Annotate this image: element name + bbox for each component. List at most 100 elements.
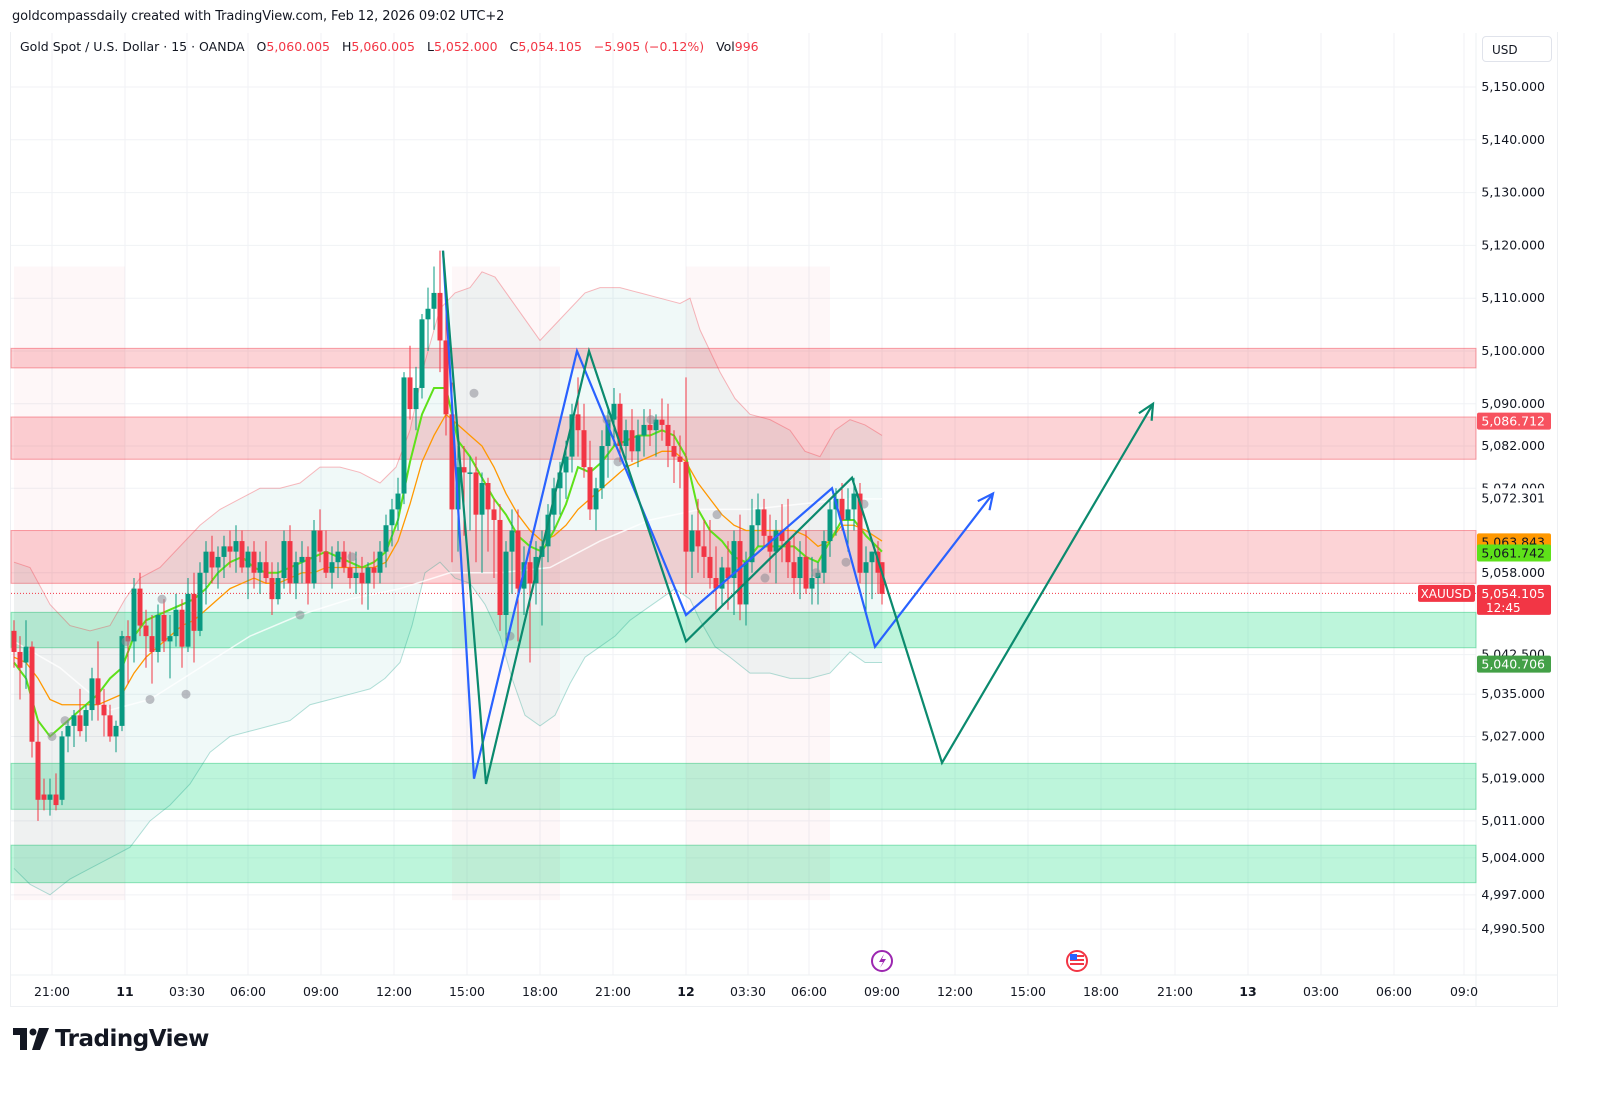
bullish-candle bbox=[335, 551, 341, 563]
bullish-candle bbox=[689, 530, 695, 552]
bearish-candle bbox=[323, 551, 329, 573]
green-projection-path[interactable] bbox=[441, 250, 1154, 785]
indicator-dot bbox=[811, 568, 821, 578]
bullish-candle bbox=[467, 472, 473, 474]
bearish-candle bbox=[683, 461, 689, 552]
time-tick-label: 15:00 bbox=[1010, 984, 1046, 999]
bearish-candle bbox=[713, 578, 719, 589]
price-tick-label: 5,130.000 bbox=[1481, 185, 1545, 200]
bearish-candle bbox=[287, 541, 293, 584]
bearish-candle bbox=[671, 446, 677, 457]
bearish-candle bbox=[317, 530, 323, 552]
indicator-dot bbox=[347, 552, 357, 562]
time-tick-label: 11 bbox=[116, 984, 133, 999]
bollinger-fill bbox=[14, 271, 882, 895]
bearish-candle bbox=[737, 541, 743, 605]
time-tick-label: 13 bbox=[1239, 984, 1256, 999]
low-value: 5,052.000 bbox=[433, 39, 498, 54]
bullish-candle bbox=[869, 551, 875, 563]
bullish-candle bbox=[821, 541, 827, 573]
bullish-candle bbox=[167, 636, 173, 642]
bullish-candle bbox=[113, 725, 119, 737]
price-tag bbox=[1477, 655, 1551, 673]
close-value: 5,054.105 bbox=[518, 39, 582, 54]
price-tag bbox=[1477, 412, 1551, 430]
bullish-candle bbox=[71, 715, 77, 726]
bearish-candle bbox=[695, 530, 701, 547]
bullish-candle bbox=[749, 525, 755, 563]
bearish-candle bbox=[269, 578, 275, 600]
bullish-candle bbox=[599, 446, 605, 489]
indicator-dot bbox=[145, 694, 155, 704]
support-zone bbox=[10, 844, 1477, 884]
bullish-candle bbox=[281, 541, 287, 579]
price-tag bbox=[1477, 544, 1551, 562]
event-markers[interactable] bbox=[871, 950, 1088, 972]
bullish-candle bbox=[845, 509, 851, 520]
bullish-candle bbox=[419, 319, 425, 388]
bullish-candle bbox=[47, 794, 53, 800]
time-tick-label: 12:00 bbox=[376, 984, 412, 999]
bearish-candle bbox=[761, 509, 767, 536]
countdown-timer: 12:45 bbox=[1486, 601, 1521, 615]
us-flag-event-icon[interactable] bbox=[1066, 950, 1088, 972]
bearish-candle bbox=[239, 541, 245, 568]
time-tick-label: 03:30 bbox=[169, 984, 205, 999]
price-tick-label: 5,004.000 bbox=[1481, 850, 1545, 865]
time-axis[interactable]: 21:00 11 03:30 06:00 09:00 12:00 15:00 18:00 21:… bbox=[34, 984, 1478, 999]
bullish-candle bbox=[509, 530, 515, 552]
bearish-candle bbox=[461, 467, 467, 473]
price-tick-label: 5,150.000 bbox=[1481, 79, 1545, 94]
indicator-dot bbox=[646, 415, 656, 425]
indicator-dots bbox=[47, 388, 869, 741]
symbol-name[interactable]: Gold Spot / U.S. Dollar · 15 · OANDA bbox=[20, 39, 245, 54]
bearish-candle bbox=[491, 509, 497, 520]
bearish-candle bbox=[95, 678, 101, 705]
bearish-candle bbox=[179, 609, 185, 647]
bullish-candle bbox=[863, 562, 869, 573]
price-tick-label: 5,090.000 bbox=[1481, 396, 1545, 411]
bullish-candle bbox=[257, 562, 263, 573]
bullish-candle bbox=[311, 530, 317, 584]
bullish-candle bbox=[203, 551, 209, 573]
chart-grid bbox=[11, 33, 1557, 1006]
time-tick-label: 06:00 bbox=[230, 984, 266, 999]
price-tick-label: 5,100.000 bbox=[1481, 343, 1545, 358]
indicator-dot bbox=[841, 557, 851, 567]
lightning-event-icon[interactable] bbox=[871, 950, 893, 972]
projection-paths[interactable] bbox=[441, 250, 1155, 785]
currency-button[interactable]: USD bbox=[1482, 36, 1552, 62]
price-tick-label: 4,997.000 bbox=[1481, 887, 1545, 902]
bearish-candle bbox=[497, 519, 503, 615]
bullish-candle bbox=[377, 551, 383, 573]
bearish-candle bbox=[437, 292, 443, 341]
bullish-candle bbox=[635, 435, 641, 452]
bearish-candle bbox=[659, 419, 665, 425]
bullish-candle bbox=[197, 572, 203, 631]
bollinger-lower bbox=[13, 561, 882, 896]
green-projection-arrowhead-icon bbox=[1138, 401, 1155, 421]
time-tick-label: 21:00 bbox=[595, 984, 631, 999]
symbol-tag bbox=[1418, 584, 1475, 602]
bullish-candle bbox=[215, 556, 221, 568]
bearish-candle bbox=[617, 403, 623, 447]
bearish-candle bbox=[879, 562, 885, 594]
flag-stripe bbox=[1070, 963, 1084, 965]
tradingview-logo[interactable]: TradingView bbox=[13, 1026, 209, 1052]
bullish-candle bbox=[827, 509, 833, 542]
bullish-candle bbox=[299, 556, 305, 563]
chart-attribution: goldcompassdaily created with TradingVie… bbox=[12, 9, 505, 24]
high-label: H bbox=[341, 39, 352, 54]
price-tick-label: 5,082.000 bbox=[1481, 438, 1545, 453]
blue-projection-path[interactable] bbox=[441, 250, 994, 779]
bullish-candle bbox=[233, 541, 239, 552]
label-bg bbox=[1478, 488, 1554, 507]
bearish-candle bbox=[263, 562, 269, 579]
bearish-candle bbox=[341, 551, 347, 568]
bullish-candle bbox=[719, 567, 725, 589]
bearish-candle bbox=[839, 498, 845, 520]
price-axis[interactable]: 5,150.000 5,140.000 5,130.000 5,120.000 5,11… bbox=[1478, 79, 1554, 936]
bearish-candle bbox=[443, 340, 449, 415]
price-tag-value: 5,040.706 bbox=[1481, 657, 1545, 672]
